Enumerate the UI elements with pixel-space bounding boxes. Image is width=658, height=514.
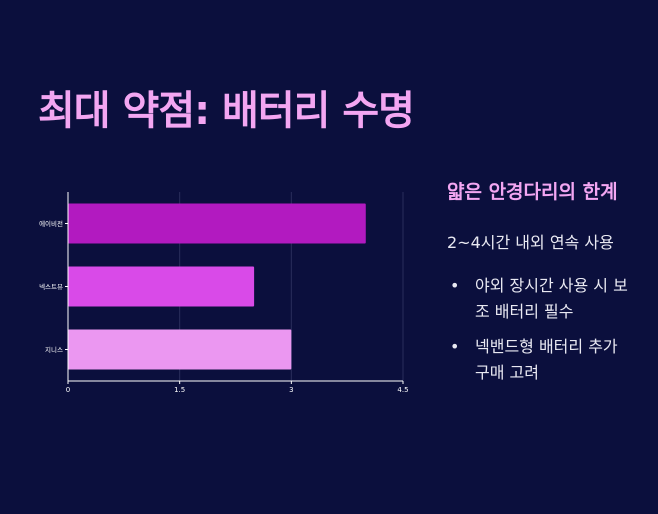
side-panel: 얇은 안경다리의 한계 2~4시간 내외 연속 사용 • 야외 장시간 사용 시 … [447, 180, 637, 395]
bullet-icon: • [450, 336, 460, 356]
bar [68, 266, 255, 307]
list-item: • 넥밴드형 배터리 추가 구매 고려 [447, 334, 637, 387]
x-tick-label: 0 [66, 386, 70, 394]
x-tick-label: 4.5 [397, 386, 408, 394]
y-tick-label: 넥스트뷰 [39, 282, 63, 291]
bar [68, 329, 292, 370]
bar [68, 203, 366, 244]
side-heading: 얇은 안경다리의 한계 [447, 181, 618, 203]
y-tick-label: 지니스 [45, 345, 63, 354]
list-item-text: 넥밴드형 배터리 추가 구매 고려 [475, 336, 618, 383]
list-item-text: 야외 장시간 사용 시 보조 배터리 필수 [475, 276, 628, 322]
y-tick-label: 에이비전 [39, 219, 63, 228]
bullet-list: • 야외 장시간 사용 시 보조 배터리 필수 • 넥밴드형 배터리 추가 구매 고… [447, 273, 637, 387]
list-item: • 야외 장시간 사용 시 보조 배터리 필수 [447, 273, 637, 326]
slide-title: 최대 약점: 배터리 수명 [38, 88, 415, 134]
x-tick-label: 3 [289, 386, 293, 394]
x-tick-label: 1.5 [174, 386, 185, 394]
bullet-icon: • [450, 276, 460, 296]
side-subtitle: 2~4시간 내외 연속 사용 [447, 233, 614, 253]
